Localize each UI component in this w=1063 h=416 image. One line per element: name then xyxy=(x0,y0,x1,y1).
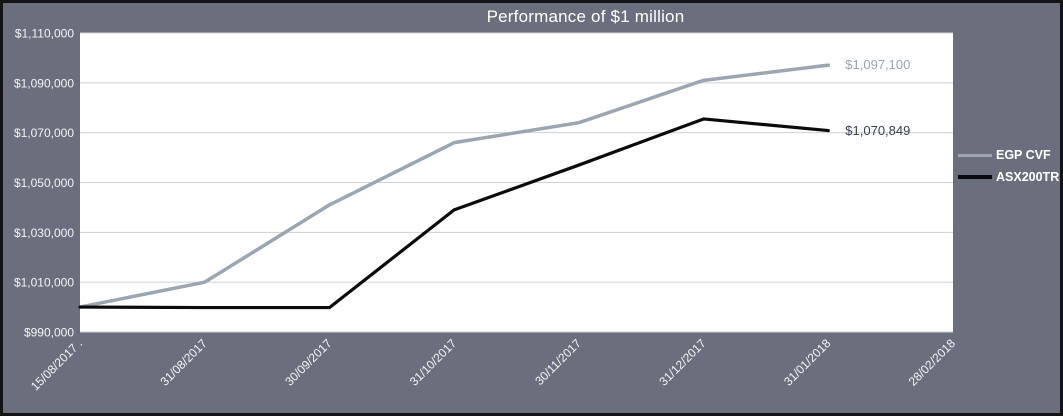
y-axis-tick-label: $990,000 xyxy=(24,326,74,340)
series-line-egp-cvf xyxy=(78,63,831,309)
x-axis-tick-label: 28/02/2018 xyxy=(906,336,959,389)
x-axis-tick-label: 31/08/2017 xyxy=(157,336,210,389)
legend-label-egp-cvf: EGP CVF xyxy=(996,148,1051,162)
y-axis-tick-label: $1,010,000 xyxy=(14,276,74,290)
y-axis-tick-label: $1,090,000 xyxy=(14,76,74,90)
x-axis-tick-label: 31/12/2017 xyxy=(656,336,709,389)
series-line-asx200tr xyxy=(78,117,830,310)
y-axis-tick-label: $1,030,000 xyxy=(14,226,74,240)
legend: EGP CVF ASX200TR xyxy=(958,144,1059,188)
legend-item-asx200tr: ASX200TR xyxy=(958,166,1059,188)
asx200tr-end-value-label: $1,070,849 xyxy=(845,122,911,138)
legend-item-egp-cvf: EGP CVF xyxy=(958,144,1059,166)
x-axis-tick-label: 15/08/2017 . xyxy=(28,336,85,393)
x-axis-tick-label: 30/11/2017 xyxy=(532,336,584,388)
y-axis-tick-label: $1,110,000 xyxy=(15,27,74,41)
y-axis-tick-label: $1,070,000 xyxy=(14,126,74,140)
legend-label-asx200tr: ASX200TR xyxy=(996,170,1060,184)
egp-cvf-line-swatch xyxy=(958,153,992,157)
y-axis-tick-label: $1,050,000 xyxy=(14,176,74,190)
x-axis-tick-label: 31/01/2018 xyxy=(781,336,834,389)
egp-cvf-end-value-label: $1,097,100 xyxy=(845,57,911,73)
x-axis-tick-label: 30/09/2017 xyxy=(282,336,335,389)
x-axis-tick-label: 31/10/2017 xyxy=(407,336,460,389)
chart-title: Performance of $1 million xyxy=(486,7,685,26)
asx200tr-line-swatch xyxy=(958,175,992,179)
